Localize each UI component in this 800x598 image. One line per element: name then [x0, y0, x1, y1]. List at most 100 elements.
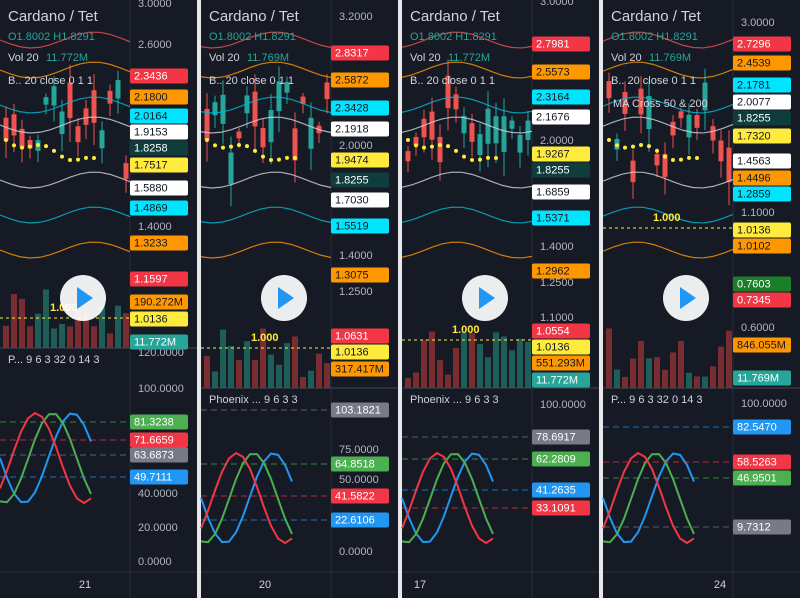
- price-tag: [130, 157, 188, 173]
- volume-bar: [678, 340, 684, 388]
- candle-body: [670, 121, 676, 136]
- price-tag-text: 1.9474: [335, 154, 369, 166]
- dot-marker: [237, 142, 241, 147]
- price-tag-text: 1.7030: [335, 194, 369, 206]
- price-tag: [331, 456, 389, 472]
- price-tag: [331, 152, 389, 168]
- candle-body: [123, 163, 129, 179]
- price-tag: [733, 470, 791, 486]
- level-label: 1.000: [653, 212, 681, 224]
- candle-body: [212, 102, 218, 116]
- dot-marker: [28, 144, 32, 149]
- volume-bar: [284, 343, 290, 388]
- volume-bar: [260, 328, 266, 388]
- candle-body: [525, 120, 531, 140]
- price-tag: [331, 402, 389, 418]
- price-tag-text: 1.9267: [536, 148, 570, 160]
- axis-label: 40.0000: [138, 488, 178, 500]
- price-tag: [331, 267, 389, 283]
- dot-marker: [695, 156, 699, 161]
- price-tag-text: 2.0164: [134, 110, 168, 122]
- oscillator-line: [0, 412, 92, 504]
- price-tag-text: 846.055M: [737, 339, 786, 351]
- volume-bar: [517, 338, 523, 388]
- volume-bar: [654, 357, 660, 388]
- price-tag-text: 1.0136: [134, 313, 168, 325]
- candle-body: [501, 116, 507, 152]
- price-tag: [532, 500, 590, 516]
- level-label: 1.000: [251, 332, 279, 344]
- price-tag-text: 1.8255: [536, 164, 570, 176]
- band-line: [0, 96, 131, 114]
- volume-bar: [694, 376, 700, 388]
- band-line: [200, 61, 332, 79]
- price-tag: [130, 124, 188, 140]
- price-tag: [733, 94, 791, 110]
- dot-marker: [277, 157, 281, 162]
- volume-bar: [622, 376, 628, 388]
- price-tag-text: 11.772M: [536, 374, 578, 386]
- price-tag-text: 190.272M: [134, 296, 183, 308]
- price-tag-text: 1.3233: [134, 237, 168, 249]
- price-tag-text: 1.4496: [737, 172, 771, 184]
- volume-bar: [268, 354, 274, 388]
- dot-marker: [205, 138, 209, 142]
- play-icon: [77, 287, 93, 309]
- candle-body: [694, 115, 700, 128]
- date-label: 21: [79, 579, 91, 591]
- candle-body: [228, 152, 234, 185]
- price-tag: [130, 294, 188, 310]
- axis-label: 20.0000: [138, 522, 178, 534]
- price-tag-text: 2.3164: [536, 91, 570, 103]
- chart-panel: Cardano / Tet O1.8002 H1.8291 Vol 20 11.769…: [200, 0, 398, 598]
- candle-body: [43, 97, 49, 105]
- price-tag-text: 1.7517: [134, 159, 168, 171]
- price-tag: [733, 36, 791, 52]
- candle-body: [509, 120, 515, 129]
- volume-bar: [123, 313, 129, 348]
- dot-marker: [671, 157, 675, 162]
- price-tag: [130, 89, 188, 105]
- dot-marker: [92, 156, 96, 161]
- price-tag-text: 62.2809: [536, 453, 576, 465]
- volume-bar: [43, 289, 49, 348]
- price-tag-text: 2.5872: [335, 74, 369, 86]
- volume-bar: [445, 374, 451, 388]
- candle-body: [83, 108, 89, 125]
- dot-marker: [269, 157, 273, 162]
- candle-body: [493, 116, 499, 144]
- price-tag: [532, 339, 590, 355]
- dot-marker: [60, 154, 64, 159]
- dot-marker: [245, 144, 249, 149]
- band-line: [401, 96, 533, 114]
- dot-marker: [430, 144, 434, 149]
- volume-bar: [646, 358, 652, 388]
- volume-bar: [525, 341, 531, 388]
- symbol-title: Cardano / Tet: [410, 8, 501, 25]
- volume-bar: [469, 333, 475, 388]
- dot-marker: [76, 157, 80, 162]
- price-tag-text: 41.5822: [335, 490, 375, 502]
- axis-label: 1.1000: [741, 207, 775, 219]
- date-label: 17: [414, 579, 426, 591]
- volume-bar: [107, 333, 113, 348]
- candle-body: [638, 88, 644, 115]
- volume-bar: [244, 341, 250, 388]
- price-tag: [130, 180, 188, 196]
- candle-body: [622, 92, 628, 114]
- indicator-label: B.. 20 close 0 1 1: [611, 75, 696, 87]
- indicator-label: B.. 20 close 0 1 1: [410, 75, 495, 87]
- dot-marker: [406, 138, 410, 142]
- band-line: [602, 31, 734, 49]
- price-tag-text: 58.5263: [737, 456, 777, 468]
- volume-label: Vol 20: [8, 52, 39, 64]
- band-line: [0, 206, 131, 224]
- volume-bar: [204, 356, 210, 388]
- oscillator-line: [200, 453, 293, 544]
- dot-marker: [261, 154, 265, 159]
- volume-bar: [27, 326, 33, 348]
- candle-body: [59, 111, 65, 134]
- volume-bar: [308, 370, 314, 388]
- volume-bar: [638, 341, 644, 388]
